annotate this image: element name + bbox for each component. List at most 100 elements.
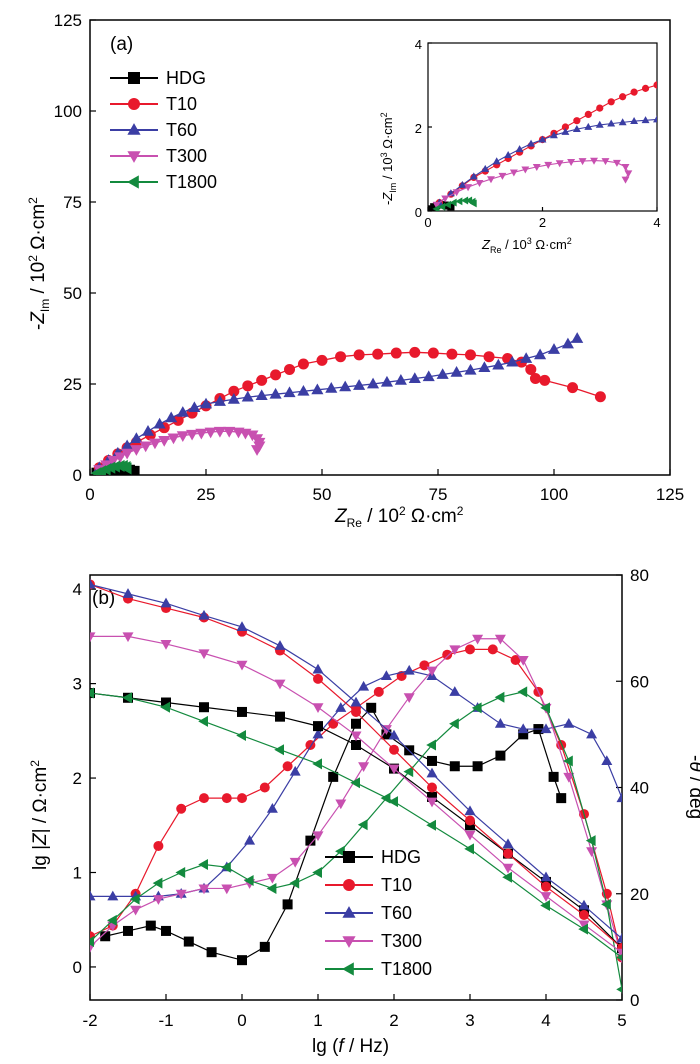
nyquist-point-t10 bbox=[594, 391, 606, 403]
bode-phase-point-hdg bbox=[183, 936, 194, 947]
bode-modulus-point-t300 bbox=[274, 679, 286, 690]
bode-phase-point-t10 bbox=[442, 649, 453, 660]
bode-phase-point-t60 bbox=[449, 686, 461, 696]
bode-phase-point-hdg bbox=[100, 931, 111, 942]
bode-modulus-point-t60 bbox=[426, 767, 438, 778]
inset-point-t10 bbox=[573, 117, 581, 125]
bode-x-tick-label: 2 bbox=[389, 1011, 398, 1030]
inset-point-t60 bbox=[595, 120, 604, 128]
nyquist-legend-entry-t1800: T1800 bbox=[110, 172, 217, 192]
bode-phase-point-t300 bbox=[472, 634, 484, 645]
bode-phase-point-t1800 bbox=[585, 835, 596, 847]
bode-frame bbox=[89, 574, 623, 1001]
nyquist-point-t60 bbox=[571, 332, 584, 343]
nyquist-point-t60 bbox=[199, 397, 213, 409]
nyquist-inset: 0 2 4 0 2 4 ZRe / 103 Ω·cm2 -ZIm / 103 Ω·cm2 bbox=[379, 37, 661, 255]
bode-modulus-point-t1800 bbox=[388, 796, 398, 808]
inset-point-t300 bbox=[498, 172, 507, 180]
bode-modulus-point-t1800 bbox=[616, 954, 622, 961]
nyquist-point-t300 bbox=[100, 460, 113, 472]
legend-marker bbox=[128, 72, 140, 84]
bode-phase-point-t10 bbox=[237, 793, 247, 804]
bode-phase-point-t300 bbox=[312, 831, 324, 842]
bode-phase-point-t300 bbox=[152, 895, 164, 905]
nyquist-point-t60 bbox=[141, 424, 155, 436]
inset-point-t1800 bbox=[449, 198, 457, 207]
bode-modulus-point-t60 bbox=[350, 696, 362, 707]
inset-series-t1800 bbox=[432, 196, 477, 211]
bode-phase-point-t1800 bbox=[107, 914, 117, 926]
inset-y-tick-label: 0 bbox=[415, 205, 422, 220]
bode-modulus-point-t1800 bbox=[160, 701, 170, 713]
bode-modulus-point-t60 bbox=[198, 609, 210, 620]
bode-legend-entry-t60: T60 bbox=[325, 903, 412, 923]
bode-modulus-point-t1800 bbox=[350, 777, 360, 789]
legend-label: T300 bbox=[381, 931, 422, 951]
bode-modulus-point-t60 bbox=[388, 729, 400, 740]
bode-modulus-point-t1800 bbox=[122, 692, 132, 704]
nyquist-legend-entry-t60: T60 bbox=[110, 120, 197, 140]
nyquist-point-t60 bbox=[283, 386, 296, 398]
bode-phase-point-t60 bbox=[540, 723, 552, 734]
bode-modulus-point-t60 bbox=[274, 640, 286, 650]
nyquist-series-t1800 bbox=[90, 459, 132, 475]
nyquist-legend: HDG T10 T60 T300 T1800 bbox=[110, 68, 217, 192]
nyquist-point-t60 bbox=[227, 392, 240, 404]
bode-modulus-point-t60 bbox=[502, 838, 514, 849]
bode-phase-point-t10 bbox=[221, 793, 232, 804]
bode-x-ticks: -2 -1 0 1 2 3 4 5 bbox=[82, 994, 627, 1030]
bode-phase-point-hdg bbox=[351, 718, 361, 729]
inset-point-t60 bbox=[515, 145, 524, 153]
inset-point-t300 bbox=[621, 164, 630, 172]
bode-phase-point-hdg bbox=[145, 920, 156, 931]
legend-marker bbox=[127, 175, 139, 189]
nyquist-x-axis-label: ZRe / 102 Ω·cm2 bbox=[334, 504, 464, 530]
bode-modulus-point-t1800 bbox=[426, 819, 436, 831]
bode-series bbox=[90, 578, 622, 993]
nyquist-point-t10 bbox=[335, 351, 347, 363]
bode-phase-point-t10 bbox=[153, 840, 164, 851]
bode-phase-point-hdg bbox=[495, 750, 506, 761]
bode-modulus-point-t300 bbox=[578, 920, 590, 931]
bode-phase-point-t1800 bbox=[540, 702, 550, 714]
bode-phase-point-t1800 bbox=[601, 898, 611, 910]
bode-y-tick-label: 0 bbox=[73, 958, 82, 977]
bode-modulus-point-t10 bbox=[503, 848, 513, 859]
bode-phase-point-t60 bbox=[494, 718, 506, 728]
bode-modulus-point-hdg bbox=[351, 740, 361, 750]
inset-point-t300 bbox=[475, 179, 484, 187]
bode-phase-point-t1800 bbox=[426, 739, 436, 751]
bode-phase-point-hdg bbox=[282, 899, 293, 910]
inset-y-tick-label: 2 bbox=[415, 121, 422, 136]
nyquist-point-t60 bbox=[255, 389, 268, 401]
bode-phase-point-hdg bbox=[259, 941, 270, 952]
nyquist-point-t60 bbox=[561, 337, 574, 349]
legend-label: T1800 bbox=[381, 959, 432, 979]
inset-point-t300 bbox=[441, 195, 450, 203]
bode-modulus-point-hdg bbox=[427, 791, 437, 802]
nyquist-point-t60 bbox=[450, 366, 463, 377]
nyquist-point-t60 bbox=[394, 374, 407, 385]
bode-phase-point-t300 bbox=[403, 693, 415, 703]
inset-point-t60 bbox=[458, 180, 467, 188]
inset-point-t60 bbox=[561, 127, 570, 135]
bode-phase-point-hdg bbox=[305, 835, 316, 846]
inset-point-t300 bbox=[612, 159, 621, 167]
bode-legend: HDG T10 T60 T300 T1800 bbox=[325, 847, 432, 979]
bode-y2-tick-label: 60 bbox=[630, 672, 649, 691]
nyquist-point-t60 bbox=[311, 383, 324, 395]
bode-phase-point-t300 bbox=[221, 884, 233, 895]
bode-phase-point-t60 bbox=[586, 728, 598, 739]
bode-x-tick-label: -2 bbox=[82, 1011, 97, 1030]
nyquist-point-t10 bbox=[483, 351, 495, 363]
nyquist-point-t10 bbox=[353, 349, 365, 361]
bode-phase-line-hdg bbox=[105, 706, 562, 961]
inset-point-t60 bbox=[504, 151, 513, 159]
bode-modulus-point-t60 bbox=[616, 932, 622, 943]
bode-modulus-point-hdg bbox=[199, 702, 209, 713]
bode-modulus-series-t300 bbox=[90, 632, 622, 959]
inset-point-t300 bbox=[544, 161, 553, 169]
inset-point-t60 bbox=[538, 135, 547, 143]
bode-modulus-point-t1800 bbox=[312, 758, 322, 770]
bode-phase-point-t300 bbox=[358, 762, 370, 772]
